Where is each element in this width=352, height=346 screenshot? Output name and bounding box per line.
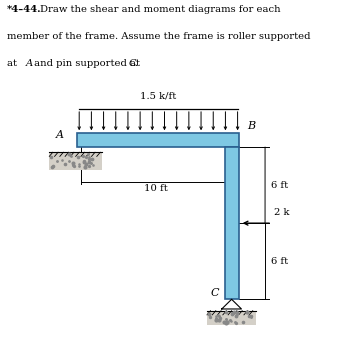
Text: C: C: [128, 59, 136, 68]
Text: Draw the shear and moment diagrams for each: Draw the shear and moment diagrams for e…: [40, 5, 281, 14]
Text: .: .: [134, 59, 137, 68]
Text: 2 k: 2 k: [274, 208, 289, 217]
Text: 10 ft: 10 ft: [144, 184, 168, 193]
Bar: [49, 152, 102, 170]
Text: 6 ft: 6 ft: [271, 181, 289, 190]
Text: and pin supported at: and pin supported at: [31, 59, 143, 68]
Bar: [207, 311, 256, 325]
Text: B: B: [247, 121, 256, 131]
Text: 1.5 k/ft: 1.5 k/ft: [140, 91, 176, 100]
Bar: [225, 147, 239, 299]
Text: A: A: [25, 59, 33, 68]
Text: 6 ft: 6 ft: [271, 257, 289, 266]
Text: C: C: [211, 288, 219, 298]
Text: *4–44.: *4–44.: [7, 5, 42, 14]
Text: at: at: [7, 59, 20, 68]
Bar: [77, 133, 239, 147]
Text: member of the frame. Assume the frame is roller supported: member of the frame. Assume the frame is…: [7, 32, 310, 41]
Text: A: A: [55, 130, 63, 140]
